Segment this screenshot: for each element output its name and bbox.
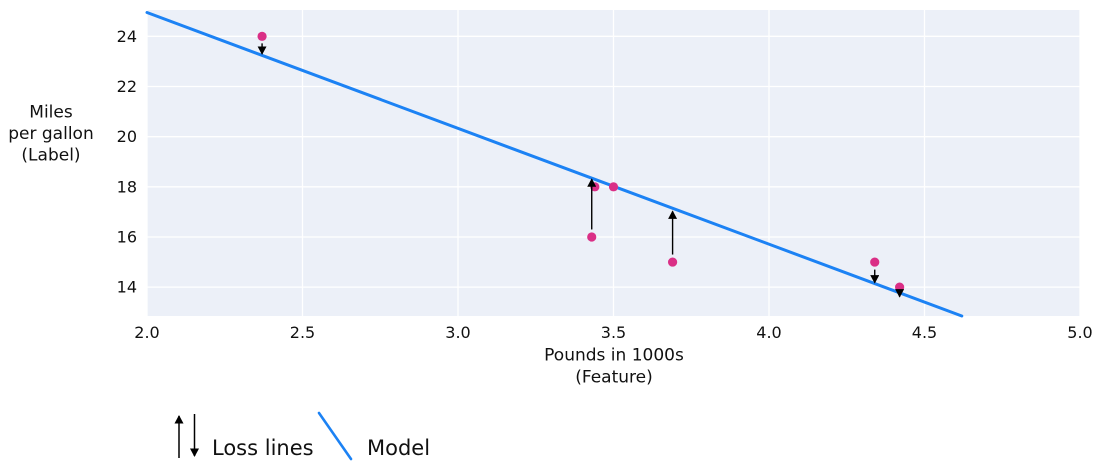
legend-loss-label: Loss lines <box>212 436 314 460</box>
data-point <box>870 257 880 267</box>
x-tick-label: 5.0 <box>1067 323 1092 342</box>
legend-model-label: Model <box>367 436 430 460</box>
x-axis-label-line: Pounds in 1000s <box>544 346 684 366</box>
x-axis-label: Pounds in 1000s (Feature) <box>544 346 684 388</box>
x-tick-label: 2.5 <box>290 323 315 342</box>
plot-layer: 2.0 2.5 3.0 3.5 4.0 4.5 5.0 14 16 18 20 22 24 <box>117 10 1093 342</box>
data-point <box>608 182 619 192</box>
y-axis-label-line: Miles <box>29 103 73 123</box>
x-tick-label: 3.5 <box>601 323 626 342</box>
x-tick-label: 3.0 <box>445 323 470 342</box>
data-point <box>667 257 678 267</box>
y-tick-label: 16 <box>117 227 137 246</box>
x-tick-label: 4.0 <box>756 323 781 342</box>
y-tick-label: 22 <box>117 77 137 96</box>
legend: Loss lines Model <box>174 411 430 461</box>
model-line <box>145 11 964 318</box>
legend-model-line <box>317 411 353 461</box>
data-point <box>587 232 597 242</box>
x-tick-label: 2.0 <box>134 323 159 342</box>
y-axis-label: Miles per gallon (Label) <box>8 103 93 166</box>
data-point <box>257 31 267 41</box>
data-point <box>895 282 905 292</box>
y-axis-label-line: per gallon <box>8 124 93 144</box>
x-tick-label: 4.5 <box>912 323 937 342</box>
y-tick-label: 20 <box>117 127 137 146</box>
y-tick-label: 14 <box>117 278 137 297</box>
y-tick-label: 24 <box>117 27 137 46</box>
y-tick-label: 18 <box>117 177 137 196</box>
y-axis-label-line: (Label) <box>21 146 80 166</box>
x-axis-label-line: (Feature) <box>575 368 653 388</box>
